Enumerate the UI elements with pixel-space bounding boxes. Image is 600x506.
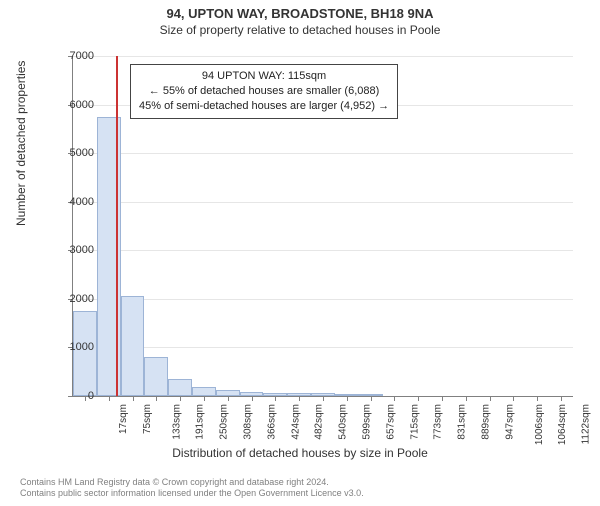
x-tick-label: 250sqm	[219, 404, 230, 440]
x-tick	[180, 396, 181, 401]
y-tick-label: 5000	[44, 147, 94, 159]
footer-line-2: Contains public sector information licen…	[20, 488, 364, 500]
x-tick	[109, 396, 110, 401]
x-tick-label: 75sqm	[142, 404, 153, 434]
y-tick-label: 4000	[44, 196, 94, 208]
bar	[121, 296, 145, 396]
x-axis-title: Distribution of detached houses by size …	[0, 446, 600, 460]
x-tick	[299, 396, 300, 401]
x-tick	[347, 396, 348, 401]
gridline	[73, 202, 573, 203]
x-tick-label: 424sqm	[290, 404, 301, 440]
x-tick-label: 366sqm	[266, 404, 277, 440]
footer-attribution: Contains HM Land Registry data © Crown c…	[20, 477, 364, 500]
y-tick-label: 2000	[44, 293, 94, 305]
x-tick	[228, 396, 229, 401]
annotation-box: 94 UPTON WAY: 115sqm← 55% of detached ho…	[130, 64, 398, 119]
x-tick	[394, 396, 395, 401]
annotation-line-3: 45% of semi-detached houses are larger (…	[139, 99, 389, 114]
x-tick-label: 773sqm	[433, 404, 444, 440]
bar	[168, 379, 192, 396]
bar	[192, 387, 216, 396]
x-tick	[371, 396, 372, 401]
page-subtitle: Size of property relative to detached ho…	[0, 23, 600, 37]
x-tick-label: 657sqm	[385, 404, 396, 440]
page-title: 94, UPTON WAY, BROADSTONE, BH18 9NA	[0, 6, 600, 21]
y-tick-label: 0	[44, 390, 94, 402]
gridline	[73, 153, 573, 154]
bar	[73, 311, 97, 396]
x-tick-label: 191sqm	[195, 404, 206, 440]
x-tick	[323, 396, 324, 401]
x-tick	[537, 396, 538, 401]
x-tick-label: 1006sqm	[534, 404, 545, 445]
x-tick	[204, 396, 205, 401]
x-tick	[561, 396, 562, 401]
y-tick-label: 6000	[44, 99, 94, 111]
x-tick-label: 1064sqm	[558, 404, 569, 445]
x-tick-label: 133sqm	[171, 404, 182, 440]
x-tick-label: 947sqm	[504, 404, 515, 440]
x-tick	[466, 396, 467, 401]
x-tick-label: 599sqm	[362, 404, 373, 440]
annotation-line-1: 94 UPTON WAY: 115sqm	[139, 69, 389, 84]
marker-line	[116, 56, 118, 396]
x-tick-label: 540sqm	[338, 404, 349, 440]
x-tick	[490, 396, 491, 401]
x-tick-label: 889sqm	[481, 404, 492, 440]
x-tick	[513, 396, 514, 401]
gridline	[73, 56, 573, 57]
annotation-line-2: ← 55% of detached houses are smaller (6,…	[139, 84, 389, 99]
x-tick	[133, 396, 134, 401]
gridline	[73, 250, 573, 251]
x-tick	[418, 396, 419, 401]
x-tick	[275, 396, 276, 401]
x-tick-label: 308sqm	[243, 404, 254, 440]
y-tick-label: 3000	[44, 244, 94, 256]
x-tick-label: 17sqm	[118, 404, 129, 434]
x-tick	[252, 396, 253, 401]
bar	[144, 357, 168, 396]
x-tick-label: 715sqm	[409, 404, 420, 440]
y-tick-label: 7000	[44, 50, 94, 62]
x-tick-label: 482sqm	[314, 404, 325, 440]
x-tick	[442, 396, 443, 401]
x-tick	[156, 396, 157, 401]
gridline	[73, 299, 573, 300]
gridline	[73, 347, 573, 348]
y-axis-title: Number of detached properties	[14, 61, 28, 226]
x-tick-label: 831sqm	[457, 404, 468, 440]
x-tick-label: 1122sqm	[581, 404, 592, 444]
y-tick-label: 1000	[44, 341, 94, 353]
footer-line-1: Contains HM Land Registry data © Crown c…	[20, 477, 364, 489]
